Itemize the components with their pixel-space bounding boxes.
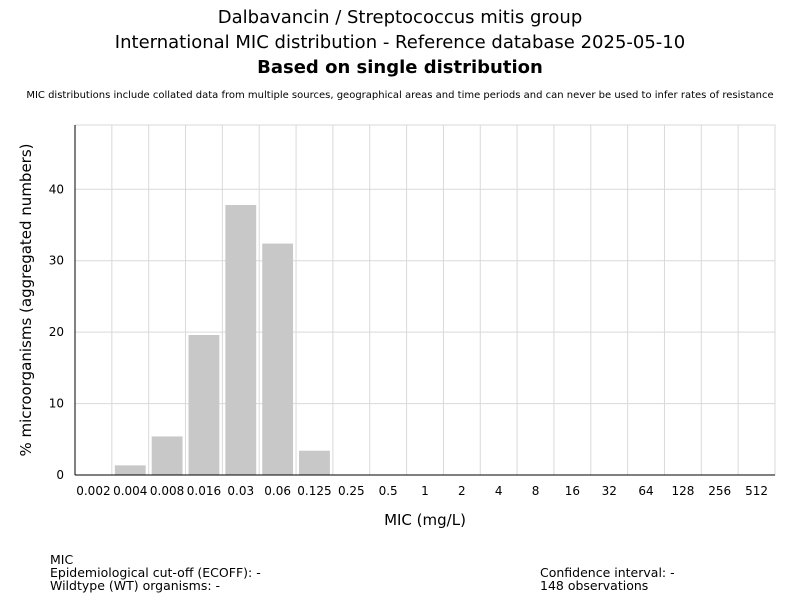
chart-title: Dalbavancin / Streptococcus mitis group <box>217 7 583 28</box>
x-tick-label: 2 <box>458 484 466 498</box>
chart-subtitle-bold: Based on single distribution <box>257 57 543 78</box>
y-axis-title: % microorganisms (aggregated numbers) <box>17 143 35 456</box>
observations-count: 148 observations <box>540 578 649 593</box>
disclaimer-text: MIC distributions include collated data … <box>26 90 774 101</box>
plot-frame <box>74 124 776 476</box>
x-tick-label: 0.5 <box>379 484 398 498</box>
footer-left: MIC Epidemiological cut-off (ECOFF): - W… <box>50 553 261 592</box>
y-tick-label: 10 <box>49 397 64 411</box>
chart-subtitle: International MIC distribution - Referen… <box>114 32 686 53</box>
confidence-interval-text: Confidence interval: - <box>540 565 675 580</box>
bar-0.016 <box>188 335 220 475</box>
x-tick-label: 16 <box>565 484 580 498</box>
bar-0.03 <box>225 205 257 475</box>
x-tick-label: 0.016 <box>187 484 221 498</box>
x-tick-label: 0.008 <box>150 484 184 498</box>
x-tick-label: 1 <box>421 484 429 498</box>
bar-0.125 <box>299 450 330 475</box>
ecoff-text: Epidemiological cut-off (ECOFF): - <box>50 565 261 580</box>
x-tick-label: 64 <box>638 484 653 498</box>
x-tick-label: 32 <box>602 484 617 498</box>
x-tick-label: 128 <box>671 484 694 498</box>
x-tick-label: 0.004 <box>113 484 147 498</box>
x-tick-label: 4 <box>495 484 503 498</box>
x-tick-label: 0.25 <box>338 484 365 498</box>
x-tick-label: 0.03 <box>227 484 254 498</box>
y-tick-label: 30 <box>49 254 64 268</box>
y-tick-label: 40 <box>49 182 64 196</box>
bar-0.008 <box>151 436 183 475</box>
x-axis-title: MIC (mg/L) <box>384 511 466 529</box>
x-tick-label: 512 <box>745 484 768 498</box>
wildtype-text: Wildtype (WT) organisms: - <box>50 578 221 593</box>
x-tick-label: 8 <box>532 484 540 498</box>
y-tick-label: 0 <box>56 468 64 482</box>
bar-0.004 <box>114 465 146 475</box>
x-tick-label: 256 <box>708 484 731 498</box>
y-tick-label: 20 <box>49 325 64 339</box>
bar-0.06 <box>262 243 294 475</box>
footer-right: Confidence interval: - 148 observations <box>540 566 675 592</box>
x-tick-label: 0.06 <box>264 484 291 498</box>
x-tick-label: 0.002 <box>76 484 110 498</box>
x-tick-label: 0.125 <box>297 484 331 498</box>
mic-label: MIC <box>50 552 74 567</box>
